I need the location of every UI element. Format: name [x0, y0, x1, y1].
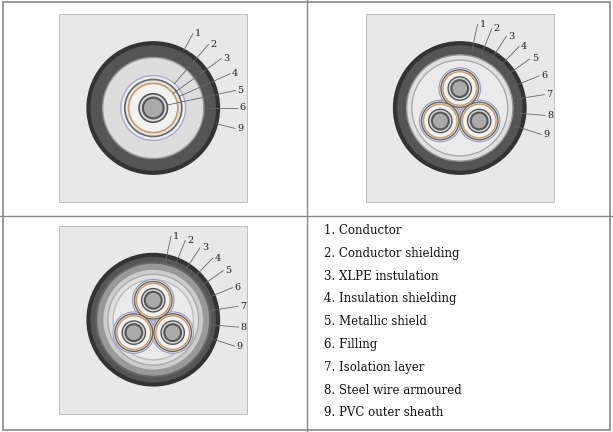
Circle shape — [145, 292, 162, 308]
Text: 3: 3 — [223, 54, 230, 63]
Circle shape — [121, 76, 186, 140]
Text: 5: 5 — [238, 86, 244, 95]
Circle shape — [142, 289, 165, 312]
Text: 4: 4 — [215, 254, 221, 263]
Circle shape — [126, 324, 142, 341]
Circle shape — [462, 104, 496, 138]
Text: 2: 2 — [493, 24, 500, 33]
Circle shape — [432, 113, 449, 130]
Text: 9: 9 — [237, 124, 243, 133]
Circle shape — [154, 314, 191, 352]
FancyBboxPatch shape — [59, 226, 247, 414]
Circle shape — [460, 102, 498, 140]
Text: 2: 2 — [210, 40, 217, 49]
Circle shape — [152, 312, 194, 353]
Circle shape — [441, 70, 479, 107]
Text: 4: 4 — [232, 69, 238, 78]
Text: 7: 7 — [240, 302, 246, 311]
Text: 8: 8 — [547, 111, 553, 120]
Circle shape — [113, 312, 154, 353]
Circle shape — [88, 43, 218, 173]
Circle shape — [395, 43, 525, 173]
Circle shape — [137, 283, 170, 317]
Circle shape — [424, 104, 457, 138]
Text: 8. Steel wire armoured: 8. Steel wire armoured — [324, 384, 462, 397]
Text: 2: 2 — [187, 236, 194, 245]
Circle shape — [122, 321, 145, 344]
Text: 4: 4 — [521, 42, 527, 51]
Circle shape — [451, 80, 468, 97]
Circle shape — [132, 280, 174, 321]
Circle shape — [113, 280, 194, 360]
Text: 3: 3 — [202, 244, 208, 252]
Text: 5: 5 — [225, 266, 231, 275]
Text: 4. Insulation shielding: 4. Insulation shielding — [324, 292, 457, 305]
Circle shape — [117, 316, 151, 349]
Circle shape — [156, 316, 189, 349]
Text: 6. Filling: 6. Filling — [324, 338, 378, 351]
Circle shape — [439, 68, 481, 109]
Circle shape — [103, 269, 204, 370]
Text: 9: 9 — [543, 130, 549, 139]
Text: 1. Conductor: 1. Conductor — [324, 224, 402, 237]
Circle shape — [471, 113, 487, 130]
Text: 9. PVC outer sheath: 9. PVC outer sheath — [324, 407, 444, 419]
Text: 6: 6 — [235, 283, 241, 292]
Circle shape — [164, 324, 181, 341]
Circle shape — [422, 102, 459, 140]
Text: 9: 9 — [237, 342, 243, 351]
Circle shape — [115, 314, 153, 352]
Text: 3. XLPE instulation: 3. XLPE instulation — [324, 270, 439, 283]
Circle shape — [134, 282, 172, 319]
Circle shape — [406, 55, 513, 161]
Text: 7. Isolation layer: 7. Isolation layer — [324, 361, 425, 374]
Text: 1: 1 — [479, 20, 485, 29]
Text: 5: 5 — [531, 54, 538, 64]
Text: 1: 1 — [195, 29, 201, 38]
Circle shape — [468, 109, 491, 133]
Circle shape — [129, 83, 178, 133]
Circle shape — [428, 109, 452, 133]
Circle shape — [88, 255, 218, 384]
Circle shape — [108, 274, 199, 365]
Circle shape — [124, 79, 182, 137]
Text: 1: 1 — [173, 232, 179, 241]
Circle shape — [448, 77, 471, 100]
Text: 8: 8 — [240, 323, 246, 332]
Circle shape — [161, 321, 185, 344]
Circle shape — [143, 98, 164, 118]
FancyBboxPatch shape — [366, 14, 554, 202]
Circle shape — [96, 263, 210, 377]
Circle shape — [419, 100, 461, 142]
Text: 7: 7 — [546, 90, 552, 99]
FancyBboxPatch shape — [59, 14, 247, 202]
Circle shape — [103, 57, 204, 159]
Text: 2. Conductor shielding: 2. Conductor shielding — [324, 247, 460, 260]
Circle shape — [459, 100, 500, 142]
Text: 6: 6 — [541, 71, 547, 80]
Text: 6: 6 — [240, 104, 246, 112]
Circle shape — [412, 60, 508, 156]
Circle shape — [443, 72, 476, 105]
Circle shape — [139, 94, 167, 122]
Text: 5. Metallic shield: 5. Metallic shield — [324, 315, 427, 328]
Text: 3: 3 — [508, 32, 514, 41]
